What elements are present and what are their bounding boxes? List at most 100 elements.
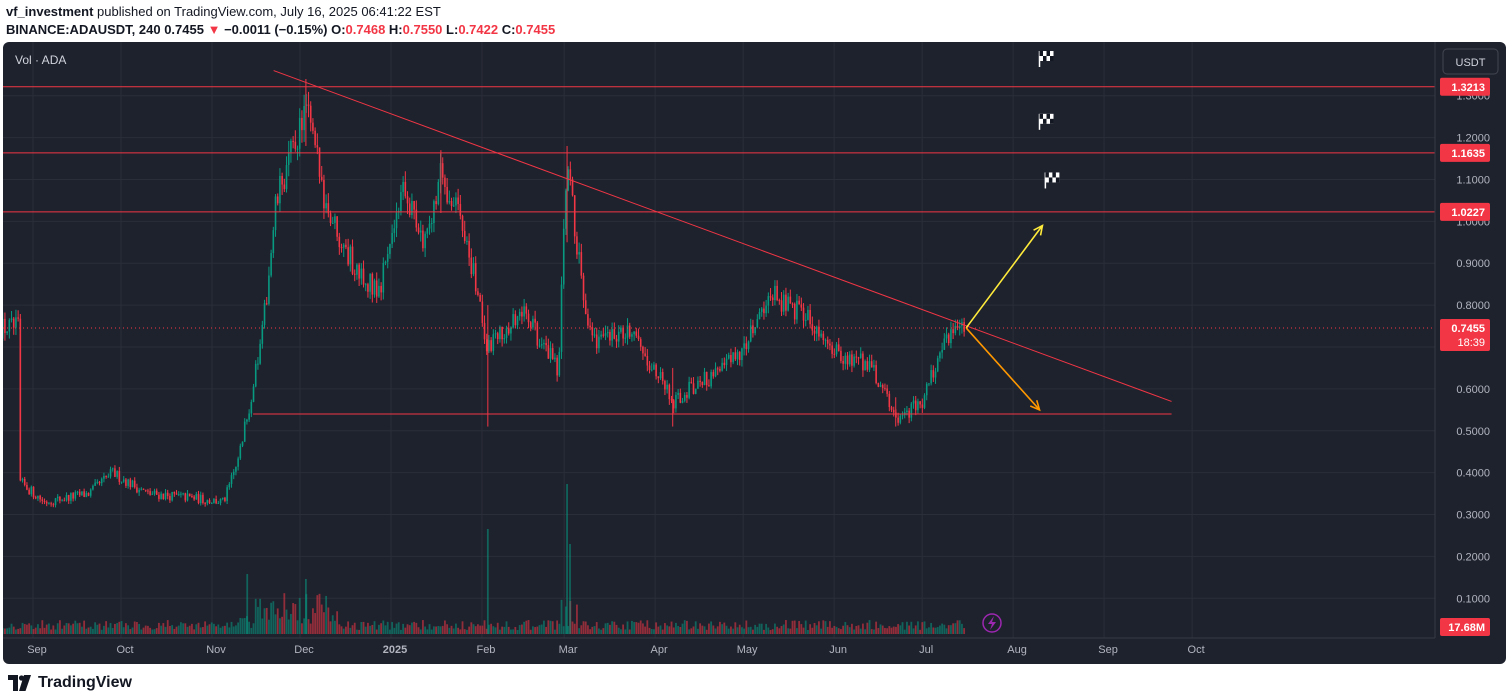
volume-bar — [793, 620, 796, 634]
volume-bar — [419, 629, 422, 634]
volume-bar — [624, 629, 627, 634]
candle-body — [521, 311, 523, 317]
volume-bar — [197, 622, 200, 634]
flag-check — [1043, 56, 1047, 62]
candle-body — [809, 309, 811, 325]
volume-bar — [305, 579, 307, 634]
volume-bar — [158, 622, 160, 634]
candle-body — [738, 351, 741, 361]
candle-body — [461, 215, 464, 231]
candle-body — [481, 301, 484, 323]
candle-body — [257, 363, 259, 365]
candle-body — [83, 491, 85, 497]
currency-button[interactable]: USDT — [1442, 48, 1499, 75]
volume-bar — [543, 620, 545, 634]
candle-body — [837, 344, 840, 351]
candle-body — [875, 365, 877, 384]
candle-body — [28, 489, 30, 495]
volume-bar — [879, 624, 882, 634]
candle-body — [268, 275, 270, 304]
volume-bar — [910, 621, 913, 634]
candle-body — [283, 184, 286, 190]
candle-body — [37, 495, 39, 499]
volume-bar — [254, 598, 257, 634]
candle-body — [589, 325, 591, 328]
volume-bar — [532, 626, 534, 634]
candle-body — [543, 343, 545, 345]
volume-bar — [180, 622, 182, 634]
candle-body — [532, 318, 534, 328]
candle-body — [688, 381, 690, 398]
candle-body — [285, 165, 288, 190]
candle-body — [479, 295, 481, 302]
volume-bar — [349, 627, 352, 634]
volume-bar — [155, 628, 158, 634]
volume-bar — [952, 623, 955, 634]
volume-bar — [3, 628, 4, 634]
volume-bar — [303, 618, 306, 634]
price-chart[interactable]: 1.30001.20001.10001.00000.90000.80000.70… — [3, 42, 1506, 664]
volume-bar — [514, 626, 517, 634]
candle-body — [494, 333, 497, 335]
candle-body — [248, 413, 250, 420]
candle-body — [963, 322, 965, 332]
candle-body — [928, 383, 930, 385]
volume-bar — [479, 625, 482, 634]
volume-bar — [888, 626, 891, 634]
candle-body — [314, 130, 316, 146]
candle-body — [129, 479, 132, 488]
volume-bar — [301, 623, 303, 634]
volume-bar — [490, 623, 493, 634]
volume-bar — [809, 624, 812, 634]
candle-body — [98, 481, 101, 484]
volume-bar — [107, 627, 110, 634]
candle-body — [237, 458, 239, 467]
open-label: O: — [331, 22, 346, 37]
candle-body — [811, 324, 814, 331]
candle-body — [109, 469, 112, 477]
candle-body — [859, 353, 862, 358]
candle-body — [160, 493, 162, 499]
target-flag-icon — [1038, 113, 1054, 130]
candle-body — [525, 306, 528, 314]
volume-bar — [362, 621, 365, 634]
author-name[interactable]: vf_investment — [6, 4, 94, 19]
volume-bar — [232, 626, 235, 634]
candle-body — [842, 360, 844, 364]
candle-body — [290, 140, 292, 153]
candle-body — [419, 230, 422, 233]
candle-body — [356, 264, 358, 275]
candle-body — [6, 331, 8, 334]
candle-body — [45, 501, 48, 504]
volume-bar — [901, 622, 904, 634]
chart-panel[interactable]: 1.30001.20001.10001.00000.90000.80000.70… — [3, 42, 1506, 664]
alert-lightning-icon[interactable] — [982, 613, 1002, 633]
symbol-info: BINANCE:ADAUSDT, 240 0.7455 ▼ −0.0011 (−… — [6, 22, 555, 37]
candle-body — [118, 471, 121, 482]
volume-bar — [323, 612, 325, 634]
descending-trendline — [273, 70, 1172, 402]
volume-bar — [307, 619, 310, 634]
candle-body — [930, 370, 932, 384]
volume-bar — [136, 622, 138, 634]
candle-body — [778, 300, 781, 302]
volume-bar — [767, 627, 770, 634]
volume-bar — [450, 625, 453, 634]
volume-bar — [890, 627, 893, 634]
volume-bar — [338, 624, 341, 634]
volume-bar — [576, 604, 578, 634]
volume-bar — [422, 620, 424, 634]
volume-bar — [314, 613, 317, 634]
candle-body — [468, 240, 470, 258]
volume-bar — [380, 623, 383, 634]
candle-body — [444, 177, 446, 187]
symbol-label[interactable]: BINANCE:ADAUSDT, 240 — [6, 22, 161, 37]
candle-body — [450, 200, 453, 206]
candle-body — [380, 285, 382, 293]
candle-body — [833, 353, 836, 355]
volume-bar — [327, 607, 330, 634]
candle-body — [177, 494, 180, 496]
candle-body — [61, 500, 63, 502]
tradingview-logo[interactable]: TradingView — [8, 672, 132, 694]
volume-bar — [276, 608, 279, 634]
